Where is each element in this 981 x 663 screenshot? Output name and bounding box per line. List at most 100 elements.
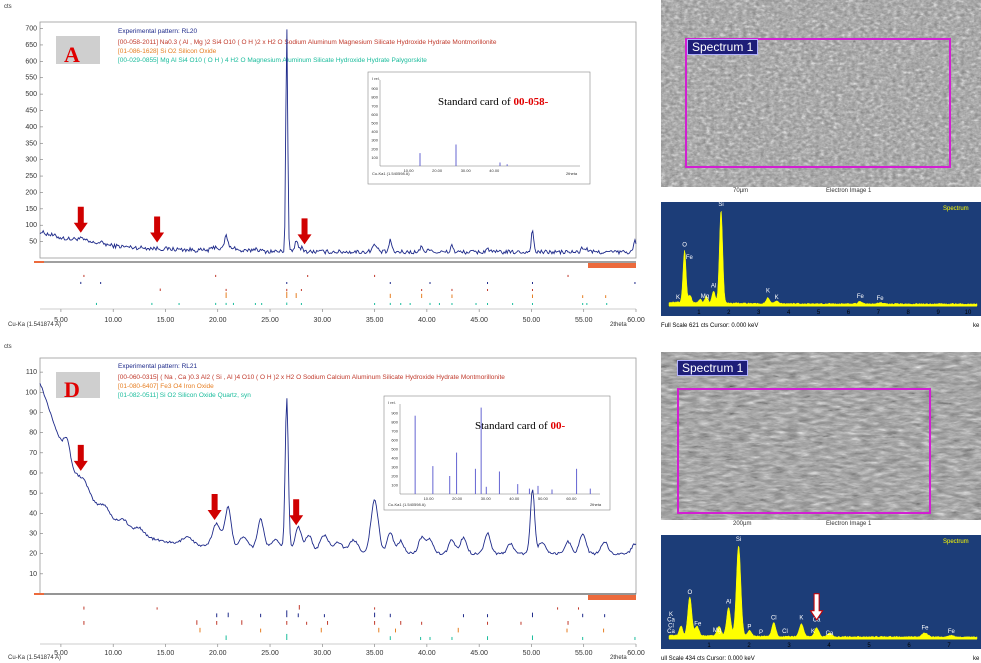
y-tick-label: 110: [26, 369, 37, 376]
x-tick-label: 50.00: [523, 650, 541, 657]
panel-letter-box: [56, 372, 100, 398]
x-tick-label: 30.00: [314, 317, 332, 324]
energy-unit: ke: [973, 323, 980, 329]
inset-frame: [367, 71, 591, 185]
inset-x-tick: 30.00: [461, 168, 472, 173]
sem-image-rl20: Spectrum 1 70µm Electron Image 1: [661, 0, 981, 197]
y-tick-label: 100: [25, 389, 37, 396]
sem-caption: 70µm Electron Image 1: [661, 187, 981, 197]
inset-y-tick: 600: [371, 112, 378, 117]
inset-x-tick: 30.00: [481, 496, 492, 501]
inset-x-tick: 40.00: [489, 168, 500, 173]
inset-y-tick: 500: [371, 121, 378, 126]
red-arrow-marker: [207, 493, 222, 520]
panel-letter: A: [64, 42, 80, 67]
standard-card-prefix: Standard card of: [475, 420, 550, 432]
edx-panel-rl21: Spectrum ull Scale 434 cts Cursor: 0.000…: [661, 535, 981, 663]
x-tick-label: 35.00: [366, 317, 384, 324]
energy-tick-label: 2: [747, 643, 751, 649]
x-tick-label: 15.00: [157, 317, 175, 324]
reference-marker: [34, 261, 44, 263]
energy-tick-label: 4: [827, 643, 831, 649]
energy-tick-label: 4: [787, 310, 791, 316]
element-peak-label: Cl: [782, 629, 788, 635]
inset-x-tick: 60.00: [566, 496, 577, 501]
element-peak-label: K: [669, 612, 673, 618]
x-tick-label: 45.00: [470, 650, 488, 657]
x-tick-label: 30.00: [314, 650, 332, 657]
y-tick-label: 200: [25, 189, 37, 196]
x-tick-label: 35.00: [366, 650, 384, 657]
element-peak-label: P: [747, 624, 751, 630]
element-peak-label: Al: [726, 599, 731, 605]
element-peak-label: Mg: [701, 294, 709, 300]
inset-x-tick: 10.00: [404, 168, 415, 173]
element-peak-label: Mg: [713, 628, 721, 634]
reference-marker: [588, 595, 636, 600]
spectrum-footer: ull Scale 434 cts Cursor: 0.000 keV: [661, 656, 755, 662]
xrd-chart-rl20: cts A Experimental pattern: RL20 [00-058…: [4, 4, 645, 328]
element-peak-label: O: [682, 242, 687, 248]
red-arrow-marker: [73, 444, 88, 471]
element-peak-label: Ca: [667, 629, 675, 635]
sem-image-rl21: Spectrum 1 200µm Electron Image 1: [661, 352, 981, 530]
scale-bar-label: 200µm: [733, 521, 752, 527]
y-unit-label: cts: [4, 344, 12, 350]
inset-source: Cu-Ka1 (1.540598 A): [372, 171, 410, 176]
element-peak-label: Fe: [877, 296, 885, 302]
panel-letter-box: [56, 36, 100, 64]
x-source-label: Cu-Ka (1.541874 A): [8, 322, 61, 328]
x-source-label: Cu-Ka (1.541874 A): [8, 655, 61, 661]
pattern-title: Experimental pattern: RL21: [118, 363, 198, 370]
inset-frame: [383, 395, 611, 511]
inset-standard-card: I rel. 2theta Cu-Ka1 (1.540598 A) Standa…: [383, 395, 611, 511]
energy-tick-label: 5: [867, 643, 871, 649]
inset-y-tick: 500: [391, 447, 398, 452]
red-arrow-marker: [150, 216, 165, 243]
edx-spectrum-fill: [668, 210, 978, 307]
sem-texture: [661, 352, 981, 520]
inset-y-tick: 700: [371, 103, 378, 108]
y-tick-label: 50: [29, 490, 37, 497]
y-tick-label: 150: [25, 206, 37, 213]
element-peak-label: Cl: [771, 616, 777, 622]
element-peak-label: Ca: [667, 618, 675, 624]
x-tick-label: 55.00: [575, 650, 593, 657]
element-peak-label: K: [811, 629, 815, 635]
sem-caption: 200µm Electron Image 1: [661, 520, 981, 530]
element-peak-label: Fe: [921, 625, 929, 631]
energy-tick-label: 5: [817, 310, 821, 316]
y-tick-label: 550: [25, 75, 37, 82]
inset-y-tick: 100: [391, 483, 398, 488]
spectrum-footer: Full Scale 621 cts Cursor: 0.000 keV: [661, 323, 758, 329]
standard-card-caption: Standard card of 00-058-: [438, 96, 549, 108]
y-tick-label: 100: [25, 222, 37, 229]
x-tick-label: 60.00: [627, 317, 645, 324]
element-peak-label: K: [799, 616, 803, 622]
y-tick-label: 350: [25, 140, 37, 147]
edx-spectrum-rl21: Spectrum ull Scale 434 cts Cursor: 0.000…: [661, 535, 981, 663]
energy-tick-label: 6: [847, 310, 851, 316]
element-peak-label: Fe: [694, 621, 702, 627]
element-peak-label: K: [676, 295, 680, 301]
y-tick-label: 700: [25, 26, 37, 33]
pattern-title: Experimental pattern: RL20: [118, 28, 198, 35]
x-tick-label: 5.00: [54, 317, 68, 324]
diffraction-pattern-line: [39, 383, 637, 556]
red-arrow-marker: [73, 206, 88, 233]
scale-bar-label: 70µm: [733, 188, 749, 194]
y-tick-label: 500: [25, 91, 37, 98]
energy-tick-label: 8: [907, 310, 911, 316]
element-peak-label: K: [766, 288, 770, 294]
inset-y-tick: 300: [371, 138, 378, 143]
y-tick-label: 10: [29, 571, 37, 578]
energy-tick-label: 3: [787, 643, 791, 649]
inset-y-tick: 300: [391, 465, 398, 470]
standard-card-code: 00-: [550, 420, 565, 432]
x-tick-label: 45.00: [470, 317, 488, 324]
x-tick-label: 50.00: [523, 317, 541, 324]
y-unit-label: cts: [4, 4, 12, 10]
y-tick-label: 60: [29, 470, 37, 477]
plot-frame: [39, 21, 637, 259]
inset-x-tick: 20.00: [452, 496, 463, 501]
